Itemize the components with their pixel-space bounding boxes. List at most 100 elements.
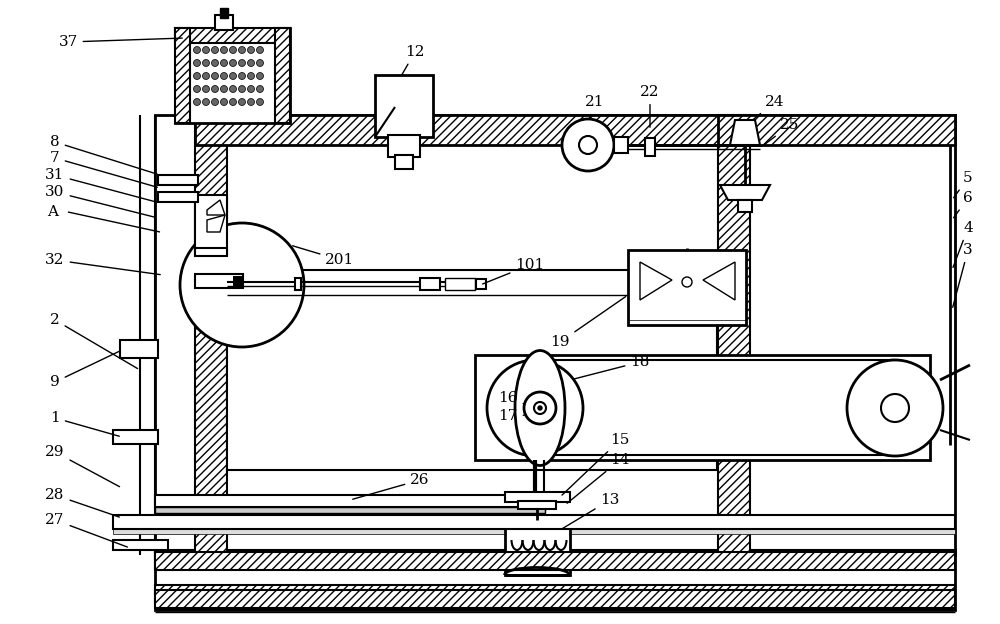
Circle shape — [248, 85, 254, 92]
Bar — [195, 115, 227, 555]
Polygon shape — [703, 262, 735, 300]
Bar — [155, 550, 955, 568]
Bar — [628, 250, 746, 325]
Text: 6: 6 — [954, 191, 973, 218]
Circle shape — [194, 59, 200, 67]
Bar — [155, 550, 955, 610]
Text: 9: 9 — [50, 351, 119, 389]
Circle shape — [534, 402, 546, 414]
Text: 8: 8 — [50, 135, 157, 174]
Circle shape — [230, 59, 237, 67]
Circle shape — [239, 99, 246, 105]
Bar — [375, 75, 433, 137]
Circle shape — [521, 394, 549, 422]
Text: 26: 26 — [353, 473, 430, 499]
Text: 19: 19 — [550, 296, 626, 349]
Circle shape — [202, 85, 210, 92]
Circle shape — [220, 59, 228, 67]
Circle shape — [256, 47, 264, 54]
Circle shape — [239, 47, 246, 54]
Circle shape — [220, 99, 228, 105]
Circle shape — [220, 72, 228, 79]
Bar — [113, 528, 955, 534]
Circle shape — [682, 277, 692, 287]
Circle shape — [212, 59, 218, 67]
Bar — [120, 340, 158, 358]
Bar — [220, 8, 228, 18]
Bar — [155, 552, 955, 570]
Bar — [233, 276, 243, 286]
Circle shape — [248, 59, 254, 67]
Bar — [195, 274, 243, 288]
Text: 7: 7 — [50, 151, 157, 187]
Text: 37: 37 — [58, 35, 182, 49]
Circle shape — [220, 85, 228, 92]
Circle shape — [579, 136, 597, 154]
Circle shape — [212, 72, 218, 79]
Bar — [645, 138, 655, 156]
Text: 32: 32 — [45, 253, 160, 275]
Bar — [475, 355, 930, 460]
Bar — [158, 175, 198, 185]
Circle shape — [220, 47, 228, 54]
Circle shape — [248, 99, 254, 105]
Circle shape — [230, 99, 237, 105]
Text: 14: 14 — [567, 453, 630, 503]
Text: 25: 25 — [762, 118, 800, 146]
Circle shape — [248, 72, 254, 79]
Text: 16: 16 — [498, 391, 524, 405]
Bar — [738, 200, 752, 212]
Bar — [155, 115, 955, 555]
Polygon shape — [720, 185, 770, 200]
Text: 12: 12 — [401, 45, 425, 76]
Circle shape — [202, 99, 210, 105]
Circle shape — [239, 85, 246, 92]
Text: 1: 1 — [50, 411, 119, 436]
Bar — [445, 278, 475, 290]
Text: 15: 15 — [562, 433, 630, 495]
Bar — [227, 270, 717, 470]
Polygon shape — [730, 120, 760, 145]
Circle shape — [212, 47, 218, 54]
Bar — [155, 507, 545, 513]
Bar — [718, 115, 955, 145]
Bar — [718, 115, 750, 555]
Bar — [175, 28, 290, 123]
Bar — [215, 15, 233, 30]
Bar — [195, 115, 760, 145]
Text: 22: 22 — [640, 85, 660, 127]
Ellipse shape — [515, 351, 565, 466]
Bar — [175, 28, 190, 123]
Circle shape — [230, 47, 237, 54]
Circle shape — [487, 360, 583, 456]
Bar — [113, 515, 955, 529]
Text: 3: 3 — [953, 243, 973, 307]
Circle shape — [230, 85, 237, 92]
Bar — [175, 28, 290, 43]
Circle shape — [562, 119, 614, 171]
Circle shape — [881, 394, 909, 422]
Circle shape — [212, 85, 218, 92]
Text: A: A — [48, 205, 58, 219]
Polygon shape — [207, 200, 225, 215]
Polygon shape — [640, 262, 672, 300]
Text: 4: 4 — [953, 221, 973, 268]
Circle shape — [538, 406, 542, 410]
Circle shape — [524, 392, 556, 424]
Circle shape — [194, 99, 200, 105]
Text: 31: 31 — [45, 168, 157, 202]
Bar — [518, 501, 556, 509]
Circle shape — [256, 72, 264, 79]
Text: 30: 30 — [45, 185, 155, 217]
Bar — [155, 590, 955, 608]
Bar — [113, 430, 158, 444]
Circle shape — [256, 59, 264, 67]
Bar — [505, 492, 570, 502]
Text: 29: 29 — [45, 445, 120, 487]
Circle shape — [239, 59, 246, 67]
Bar — [195, 195, 227, 255]
Circle shape — [194, 47, 200, 54]
Circle shape — [180, 223, 304, 347]
Circle shape — [239, 72, 246, 79]
Text: 27: 27 — [45, 513, 127, 547]
